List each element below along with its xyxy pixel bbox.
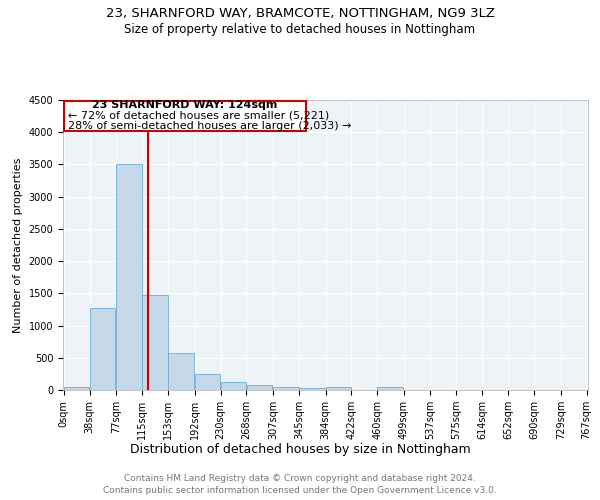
Bar: [326, 387, 351, 390]
Text: 23 SHARNFORD WAY: 124sqm: 23 SHARNFORD WAY: 124sqm: [92, 100, 278, 110]
Text: Contains HM Land Registry data © Crown copyright and database right 2024.: Contains HM Land Registry data © Crown c…: [124, 474, 476, 483]
Bar: [90, 308, 115, 390]
Bar: [247, 385, 272, 390]
Text: ← 72% of detached houses are smaller (5,221): ← 72% of detached houses are smaller (5,…: [68, 110, 330, 120]
Bar: [64, 387, 89, 390]
Bar: [221, 382, 246, 390]
FancyBboxPatch shape: [64, 100, 306, 131]
Bar: [142, 296, 168, 390]
Text: Distribution of detached houses by size in Nottingham: Distribution of detached houses by size …: [130, 442, 470, 456]
Text: 23, SHARNFORD WAY, BRAMCOTE, NOTTINGHAM, NG9 3LZ: 23, SHARNFORD WAY, BRAMCOTE, NOTTINGHAM,…: [106, 8, 494, 20]
Y-axis label: Number of detached properties: Number of detached properties: [13, 158, 23, 332]
Bar: [116, 164, 142, 390]
Text: 28% of semi-detached houses are larger (2,033) →: 28% of semi-detached houses are larger (…: [68, 121, 352, 131]
Bar: [273, 387, 299, 390]
Bar: [377, 387, 403, 390]
Bar: [195, 374, 220, 390]
Text: Contains public sector information licensed under the Open Government Licence v3: Contains public sector information licen…: [103, 486, 497, 495]
Bar: [168, 354, 194, 390]
Text: Size of property relative to detached houses in Nottingham: Size of property relative to detached ho…: [124, 22, 476, 36]
Bar: [299, 388, 325, 390]
